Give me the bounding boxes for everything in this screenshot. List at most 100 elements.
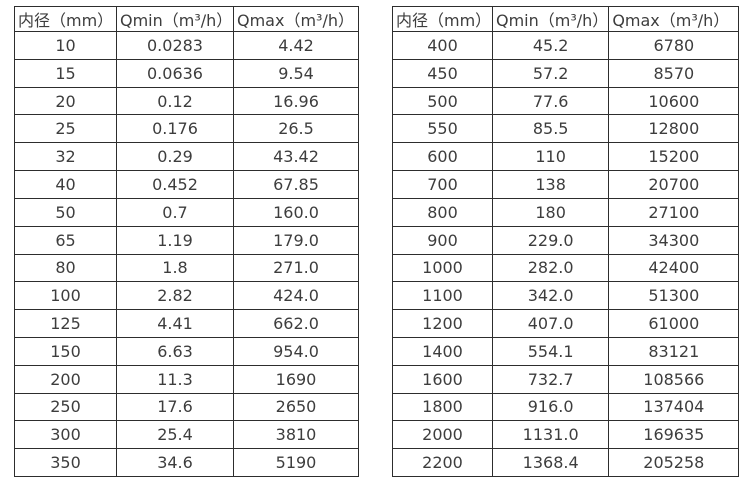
cell: 800: [392, 197, 493, 227]
cell: 169635: [608, 420, 740, 450]
header-cell: 内径（mm）: [392, 6, 493, 32]
cell: 1.8: [116, 253, 234, 283]
cell: 8570: [608, 58, 740, 88]
cell: 5190: [233, 448, 359, 477]
table-row: 300 25.4 3810: [14, 420, 359, 450]
cell: 250: [14, 392, 117, 422]
cell: 110: [491, 142, 610, 172]
cell: 100: [14, 281, 117, 311]
cell: 12800: [608, 114, 740, 144]
cell: 77.6: [491, 86, 610, 116]
cell: 350: [14, 448, 117, 477]
cell: 125: [14, 309, 117, 338]
cell: 150: [14, 336, 117, 366]
cell: 424.0: [233, 281, 359, 311]
cell: 1131.0: [491, 420, 610, 450]
cell: 916.0: [491, 392, 610, 422]
table-row: 1000 282.0 42400: [392, 253, 740, 283]
table-row: 10 0.0283 4.42: [14, 31, 359, 60]
cell: 229.0: [491, 225, 610, 255]
cell: 2000: [392, 420, 493, 450]
cell: 1100: [392, 281, 493, 311]
cell: 0.12: [116, 86, 234, 116]
cell: 954.0: [233, 336, 359, 366]
table-row: 1200 407.0 61000: [392, 309, 740, 338]
cell: 1200: [392, 309, 493, 338]
cell: 0.452: [116, 170, 234, 199]
cell: 1600: [392, 364, 493, 394]
table-row: 50 0.7 160.0: [14, 197, 359, 227]
cell: 15: [14, 58, 117, 88]
table-row: 600 110 15200: [392, 142, 740, 172]
cell: 554.1: [491, 336, 610, 366]
cell: 700: [392, 170, 493, 199]
cell: 200: [14, 364, 117, 394]
cell: 400: [392, 31, 493, 60]
cell: 450: [392, 58, 493, 88]
cell: 662.0: [233, 309, 359, 338]
cell: 0.7: [116, 197, 234, 227]
table-row: 1600 732.7 108566: [392, 364, 740, 394]
table-row: 40 0.452 67.85: [14, 170, 359, 199]
table-row: 15 0.0636 9.54: [14, 58, 359, 88]
cell: 342.0: [491, 281, 610, 311]
table-row: 200 11.3 1690: [14, 364, 359, 394]
cell: 50: [14, 197, 117, 227]
cell: 85.5: [491, 114, 610, 144]
cell: 2650: [233, 392, 359, 422]
cell: 51300: [608, 281, 740, 311]
table-row: 1400 554.1 83121: [392, 336, 740, 366]
cell: 900: [392, 225, 493, 255]
cell: 32: [14, 142, 117, 172]
table-row: 900 229.0 34300: [392, 225, 740, 255]
cell: 27100: [608, 197, 740, 227]
cell: 732.7: [491, 364, 610, 394]
cell: 6780: [608, 31, 740, 60]
table-row: 2000 1131.0 169635: [392, 420, 740, 450]
cell: 80: [14, 253, 117, 283]
cell: 600: [392, 142, 493, 172]
cell: 6.63: [116, 336, 234, 366]
cell: 45.2: [491, 31, 610, 60]
cell: 282.0: [491, 253, 610, 283]
cell: 180: [491, 197, 610, 227]
cell: 9.54: [233, 58, 359, 88]
cell: 160.0: [233, 197, 359, 227]
header-row: 内径（mm） Qmin（m³/h） Qmax（m³/h）: [392, 6, 740, 32]
cell: 137404: [608, 392, 740, 422]
table-row: 100 2.82 424.0: [14, 281, 359, 311]
cell: 43.42: [233, 142, 359, 172]
cell: 2200: [392, 448, 493, 477]
cell: 11.3: [116, 364, 234, 394]
cell: 1800: [392, 392, 493, 422]
table-row: 1100 342.0 51300: [392, 281, 740, 311]
cell: 3810: [233, 420, 359, 450]
header-cell: Qmin（m³/h）: [116, 6, 234, 32]
header-cell: Qmin（m³/h）: [491, 6, 610, 32]
cell: 61000: [608, 309, 740, 338]
flow-table-large-diameters: 内径（mm） Qmin（m³/h） Qmax（m³/h） 400 45.2 6780 45…: [392, 6, 740, 477]
table-row: 25 0.176 26.5: [14, 114, 359, 144]
table-row: 550 85.5 12800: [392, 114, 740, 144]
cell: 65: [14, 225, 117, 255]
cell: 83121: [608, 336, 740, 366]
table-row: 500 77.6 10600: [392, 86, 740, 116]
cell: 16.96: [233, 86, 359, 116]
table-row: 800 180 27100: [392, 197, 740, 227]
cell: 26.5: [233, 114, 359, 144]
cell: 500: [392, 86, 493, 116]
cell: 407.0: [491, 309, 610, 338]
flow-table-small-diameters: 内径（mm） Qmin（m³/h） Qmax（m³/h） 10 0.0283 4.42 1…: [14, 6, 359, 477]
cell: 108566: [608, 364, 740, 394]
cell: 550: [392, 114, 493, 144]
cell: 1400: [392, 336, 493, 366]
header-cell: Qmax（m³/h）: [608, 6, 740, 32]
cell: 17.6: [116, 392, 234, 422]
cell: 67.85: [233, 170, 359, 199]
cell: 20700: [608, 170, 740, 199]
table-row: 65 1.19 179.0: [14, 225, 359, 255]
table-row: 2200 1368.4 205258: [392, 448, 740, 477]
table-row: 32 0.29 43.42: [14, 142, 359, 172]
cell: 4.42: [233, 31, 359, 60]
